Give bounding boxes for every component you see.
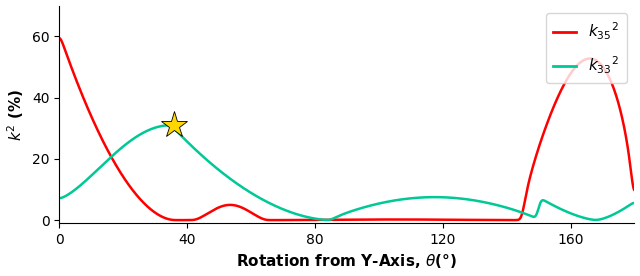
X-axis label: Rotation from Y-Axis, $\theta$(°): Rotation from Y-Axis, $\theta$(°) [236,253,457,270]
Y-axis label: $k^2$ (%): $k^2$ (%) [6,88,26,140]
Legend: $k_{35}{}^{2}$, $k_{33}{}^{2}$: $k_{35}{}^{2}$, $k_{33}{}^{2}$ [546,13,627,84]
